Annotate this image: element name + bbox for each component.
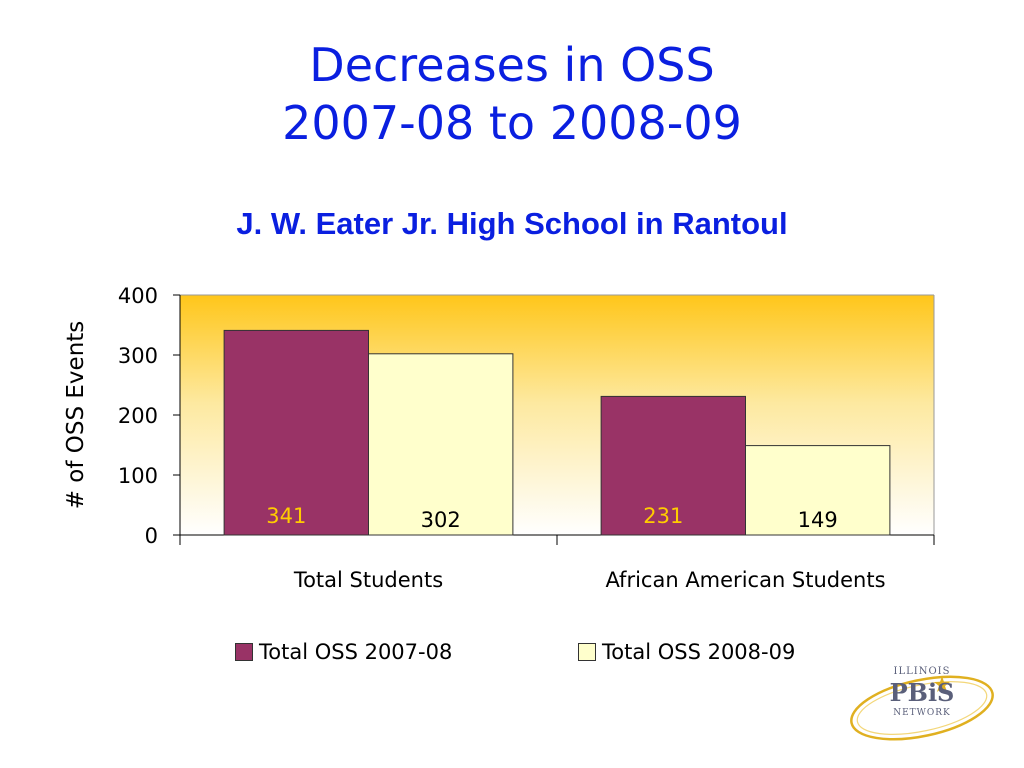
data-label: 149 <box>798 508 838 532</box>
slide-title-line-1: Decreases in OSS <box>309 38 715 92</box>
y-tick-label: 300 <box>118 344 158 368</box>
logo-line-3: NETWORK <box>893 708 951 718</box>
y-tick-label: 100 <box>118 464 158 488</box>
bar-2008-09 <box>368 353 514 536</box>
legend-item-2007-08: Total OSS 2007-08 <box>235 640 452 664</box>
slide-title: Decreases in OSS 2007-08 to 2008-09 <box>0 36 1024 152</box>
legend-swatch-2008-09 <box>578 643 596 661</box>
legend-label-2007-08: Total OSS 2007-08 <box>259 640 453 664</box>
bar-2008-09 <box>745 445 891 536</box>
slide-title-line-2: 2007-08 to 2008-09 <box>282 96 742 150</box>
y-axis-title: # of OSS Events <box>63 321 89 510</box>
x-category-label: Total Students <box>293 568 443 592</box>
data-label: 231 <box>643 504 683 528</box>
logo-swoosh-icon <box>850 675 994 741</box>
bar-2007-08 <box>223 329 369 536</box>
logo-line-1: ILLINOIS <box>893 666 951 677</box>
logo-line-2: PBiS <box>889 678 955 707</box>
legend-item-2008-09: Total OSS 2008-09 <box>578 640 795 664</box>
x-category-label: African American Students <box>605 568 885 592</box>
y-tick-label: 0 <box>145 524 158 548</box>
y-tick-label: 200 <box>118 404 158 428</box>
bar-2007-08 <box>600 395 747 536</box>
data-label: 341 <box>266 504 306 528</box>
legend-swatch-2007-08 <box>235 643 253 661</box>
legend-label-2008-09: Total OSS 2008-09 <box>602 640 796 664</box>
logo-star-icon <box>934 676 950 692</box>
y-tick-label: 400 <box>118 284 158 308</box>
data-label: 302 <box>421 508 461 532</box>
illinois-pbis-network-logo: ILLINOIS PBiS NETWORK <box>846 664 998 744</box>
chart-title: J. W. Eater Jr. High School in Rantoul <box>236 206 788 241</box>
